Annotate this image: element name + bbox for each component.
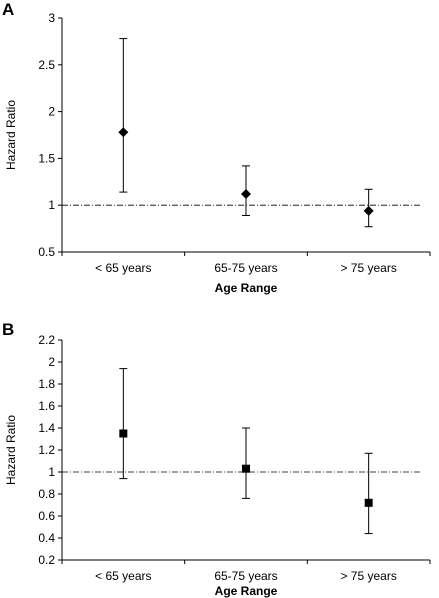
y-axis-title: Hazard Ratio: [4, 100, 18, 170]
y-tick-label: 1.8: [38, 377, 55, 391]
y-tick-label: 1: [48, 465, 55, 479]
y-tick-label: 1: [48, 198, 55, 212]
x-tick-label: 65-75 years: [214, 261, 277, 275]
y-tick-label: 1.4: [38, 421, 55, 435]
data-point: [242, 464, 250, 473]
panel-label-a: A: [2, 0, 14, 19]
panel-label-b: B: [2, 320, 14, 339]
data-point: [241, 188, 251, 199]
y-axis-title: Hazard Ratio: [4, 415, 18, 485]
y-tick-label: 0.5: [38, 245, 55, 259]
x-tick-label: < 65 years: [95, 261, 151, 275]
x-tick-label: < 65 years: [95, 569, 151, 583]
y-tick-label: 0.4: [38, 531, 55, 545]
y-tick-label: 0.2: [38, 553, 55, 567]
x-axis-title: Age Range: [215, 584, 278, 598]
y-tick-label: 1.6: [38, 399, 55, 413]
x-tick-label: > 75 years: [340, 261, 396, 275]
x-tick-label: > 75 years: [340, 569, 396, 583]
x-tick-label: 65-75 years: [214, 569, 277, 583]
y-tick-label: 2.5: [38, 58, 55, 72]
y-tick-label: 0.8: [38, 487, 55, 501]
y-tick-label: 0.6: [38, 509, 55, 523]
data-point: [364, 498, 373, 507]
y-tick-label: 2: [48, 105, 55, 119]
y-tick-label: 1.2: [38, 443, 55, 457]
y-tick-label: 3: [48, 11, 55, 25]
y-tick-label: 2.2: [38, 333, 55, 347]
data-point: [119, 429, 128, 438]
data-point: [118, 127, 129, 138]
y-tick-label: 1.5: [38, 151, 55, 165]
y-tick-label: 2: [48, 355, 55, 369]
data-point: [363, 205, 374, 216]
x-axis-title: Age Range: [215, 281, 278, 295]
